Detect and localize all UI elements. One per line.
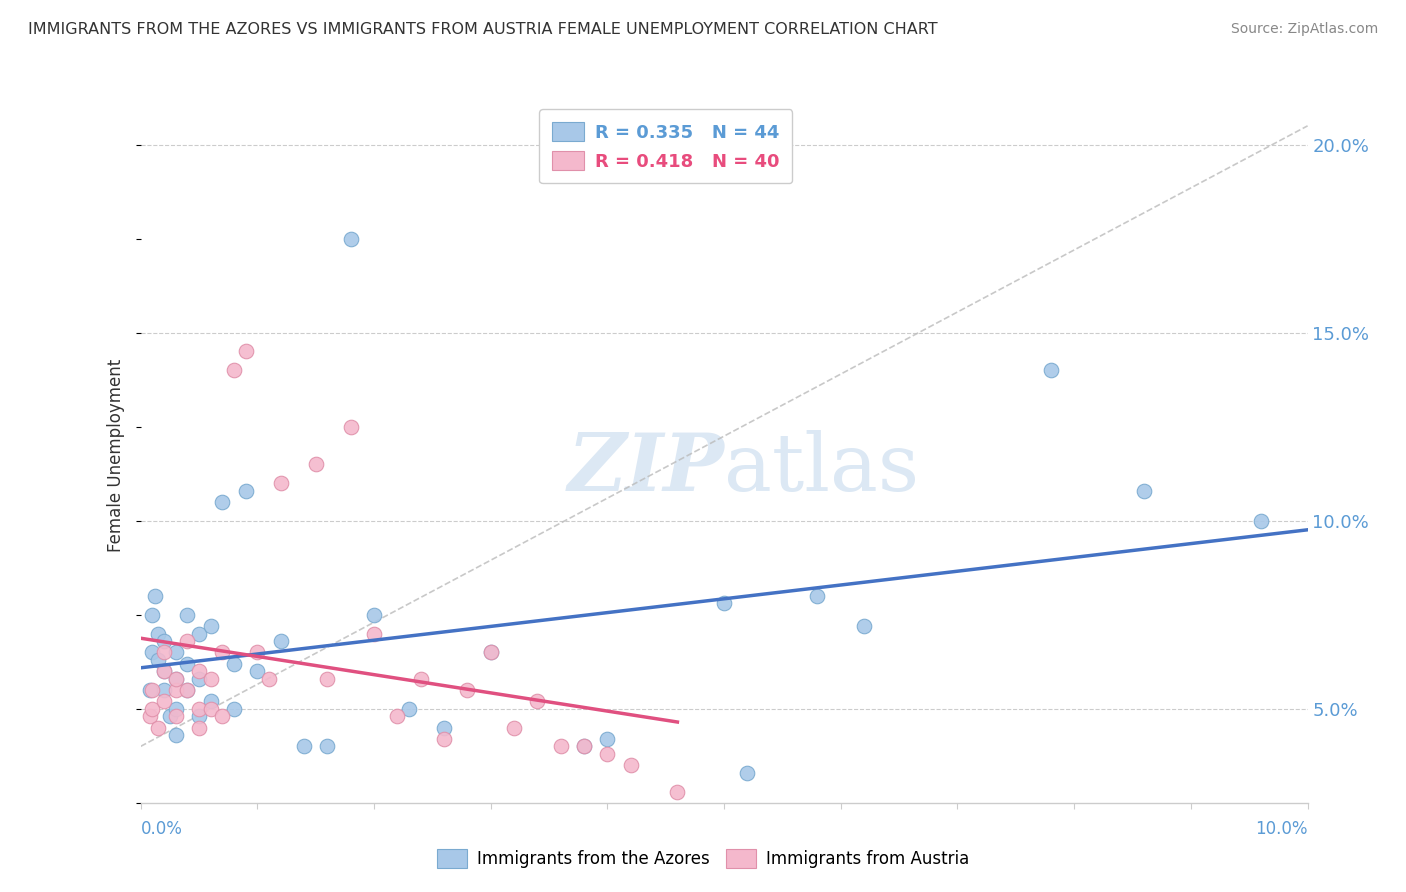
Point	[165, 728, 187, 742]
Point	[479, 645, 502, 659]
Point	[1250, 514, 1272, 528]
Point	[146, 653, 169, 667]
Point	[176, 683, 198, 698]
Point	[572, 739, 595, 754]
Point	[200, 702, 222, 716]
Point	[188, 721, 211, 735]
Point	[235, 344, 257, 359]
Point	[176, 634, 198, 648]
Point	[713, 597, 735, 611]
Point	[165, 672, 187, 686]
Point	[188, 702, 211, 716]
Point	[146, 721, 169, 735]
Point	[572, 739, 595, 754]
Point	[235, 483, 257, 498]
Point	[165, 709, 187, 723]
Point	[398, 702, 420, 716]
Point	[666, 784, 689, 798]
Point	[1133, 483, 1156, 498]
Point	[165, 645, 187, 659]
Point	[141, 607, 163, 622]
Point	[176, 657, 198, 671]
Point	[200, 619, 222, 633]
Point	[141, 645, 163, 659]
Point	[270, 634, 292, 648]
Point	[211, 645, 233, 659]
Point	[165, 683, 187, 698]
Point	[143, 589, 166, 603]
Point	[433, 731, 456, 746]
Text: 0.0%: 0.0%	[141, 820, 183, 838]
Point	[176, 683, 198, 698]
Legend: R = 0.335   N = 44, R = 0.418   N = 40: R = 0.335 N = 44, R = 0.418 N = 40	[538, 109, 793, 183]
Point	[292, 739, 315, 754]
Point	[479, 645, 502, 659]
Point	[305, 458, 328, 472]
Point	[188, 672, 211, 686]
Point	[222, 702, 245, 716]
Point	[550, 739, 572, 754]
Point	[246, 664, 269, 678]
Point	[222, 657, 245, 671]
Point	[176, 607, 198, 622]
Point	[526, 694, 548, 708]
Text: ZIP: ZIP	[567, 430, 724, 508]
Point	[188, 709, 211, 723]
Point	[139, 709, 162, 723]
Point	[409, 672, 432, 686]
Point	[222, 363, 245, 377]
Point	[339, 419, 361, 434]
Point	[456, 683, 478, 698]
Point	[316, 739, 339, 754]
Point	[153, 645, 176, 659]
Point	[153, 634, 176, 648]
Point	[153, 694, 176, 708]
Point	[433, 721, 456, 735]
Point	[159, 709, 181, 723]
Point	[153, 664, 176, 678]
Point	[270, 476, 292, 491]
Point	[596, 731, 619, 746]
Point	[211, 495, 233, 509]
Point	[257, 672, 280, 686]
Point	[200, 694, 222, 708]
Point	[246, 645, 269, 659]
Point	[596, 747, 619, 761]
Point	[503, 721, 526, 735]
Legend: Immigrants from the Azores, Immigrants from Austria: Immigrants from the Azores, Immigrants f…	[430, 843, 976, 875]
Y-axis label: Female Unemployment: Female Unemployment	[107, 359, 125, 551]
Point	[339, 232, 361, 246]
Point	[363, 626, 385, 640]
Text: 10.0%: 10.0%	[1256, 820, 1308, 838]
Point	[853, 619, 876, 633]
Text: Source: ZipAtlas.com: Source: ZipAtlas.com	[1230, 22, 1378, 37]
Point	[146, 626, 169, 640]
Point	[153, 664, 176, 678]
Point	[139, 683, 162, 698]
Point	[387, 709, 409, 723]
Point	[1039, 363, 1062, 377]
Point	[620, 758, 643, 772]
Point	[211, 709, 233, 723]
Text: IMMIGRANTS FROM THE AZORES VS IMMIGRANTS FROM AUSTRIA FEMALE UNEMPLOYMENT CORREL: IMMIGRANTS FROM THE AZORES VS IMMIGRANTS…	[28, 22, 938, 37]
Point	[200, 672, 222, 686]
Text: atlas: atlas	[724, 430, 920, 508]
Point	[316, 672, 339, 686]
Point	[165, 672, 187, 686]
Point	[141, 702, 163, 716]
Point	[141, 683, 163, 698]
Point	[188, 626, 211, 640]
Point	[806, 589, 828, 603]
Point	[153, 683, 176, 698]
Point	[165, 702, 187, 716]
Point	[363, 607, 385, 622]
Point	[737, 765, 759, 780]
Point	[188, 664, 211, 678]
